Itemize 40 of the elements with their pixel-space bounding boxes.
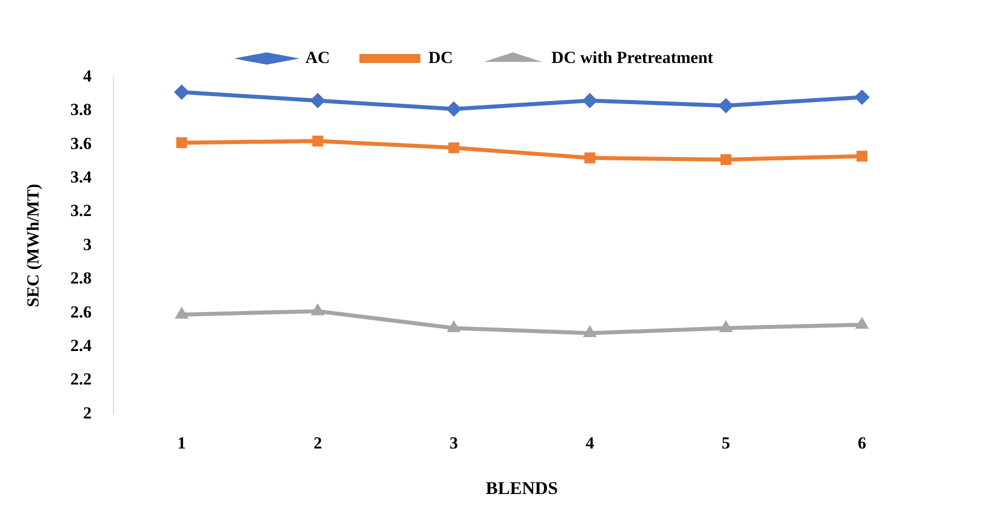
point <box>176 137 188 148</box>
x-axis-title: BLENDS <box>486 478 558 498</box>
y-tick-label: 3.8 <box>70 100 92 120</box>
point <box>310 93 326 108</box>
point <box>448 142 460 154</box>
y-tick-label: 4 <box>83 66 92 86</box>
x-tick-label: 6 <box>858 434 866 453</box>
point <box>856 150 868 162</box>
point <box>175 307 188 319</box>
y-tick-label: 2.4 <box>70 336 92 355</box>
x-tick-label: 4 <box>586 434 595 453</box>
point <box>584 152 596 164</box>
point <box>719 320 732 332</box>
legend-label: DC <box>428 48 453 67</box>
x-tick-label: 5 <box>722 434 730 453</box>
point <box>855 317 869 329</box>
point <box>718 98 734 114</box>
point <box>312 136 324 146</box>
y-tick-label: 3.4 <box>70 167 92 186</box>
point <box>311 304 324 316</box>
x-tick-label: 1 <box>177 434 186 453</box>
y-tick-label: 3.6 <box>70 134 92 153</box>
y-axis-title: SEC (MWh/MT) <box>24 184 43 308</box>
point <box>582 93 598 108</box>
legend-label: AC <box>305 48 330 67</box>
point <box>854 90 870 105</box>
point <box>446 102 462 117</box>
y-tick-label: 2.8 <box>70 268 92 288</box>
y-tick-label: 3.2 <box>70 201 92 220</box>
y-tick-label: 2 <box>83 403 92 422</box>
point <box>720 154 732 166</box>
x-tick-label: 2 <box>313 434 322 453</box>
point <box>447 320 460 332</box>
y-tick-label: 2.2 <box>70 370 92 389</box>
y-tick-label: 2.6 <box>70 302 92 322</box>
point <box>174 84 190 100</box>
y-tick-label: 3 <box>83 234 92 254</box>
point <box>583 326 596 338</box>
legend-label: DC with Pretreatment <box>551 48 714 67</box>
x-tick-label: 3 <box>450 434 458 453</box>
